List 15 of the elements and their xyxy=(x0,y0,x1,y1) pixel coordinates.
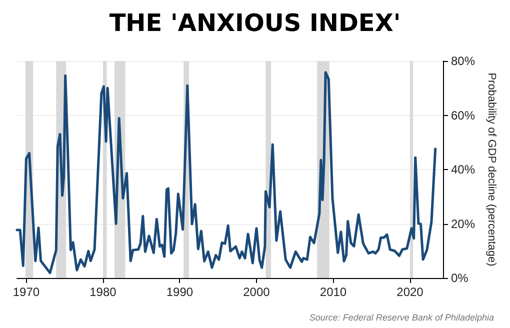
x-tick-label: 2000 xyxy=(243,285,270,299)
y-tick-label: 40% xyxy=(451,162,476,176)
source-note: Source: Federal Reserve Bank of Philadelphia xyxy=(309,312,494,322)
x-tick-label: 1990 xyxy=(166,285,194,299)
x-tick-label: 1980 xyxy=(90,285,117,299)
y-tick-label: 60% xyxy=(451,108,476,122)
y-axis-title: Probability of GDP decline (percentage) xyxy=(485,72,498,266)
chart-title: THE 'ANXIOUS INDEX' xyxy=(109,9,401,37)
x-tick-label: 2020 xyxy=(396,285,424,299)
x-tick-label: 1970 xyxy=(12,285,40,299)
y-tick-label: 20% xyxy=(451,216,476,231)
x-tick-label: 2010 xyxy=(320,285,347,299)
line-series xyxy=(16,71,437,274)
y-tick-label: 80% xyxy=(451,54,476,68)
y-tick-label: 0% xyxy=(451,271,469,285)
